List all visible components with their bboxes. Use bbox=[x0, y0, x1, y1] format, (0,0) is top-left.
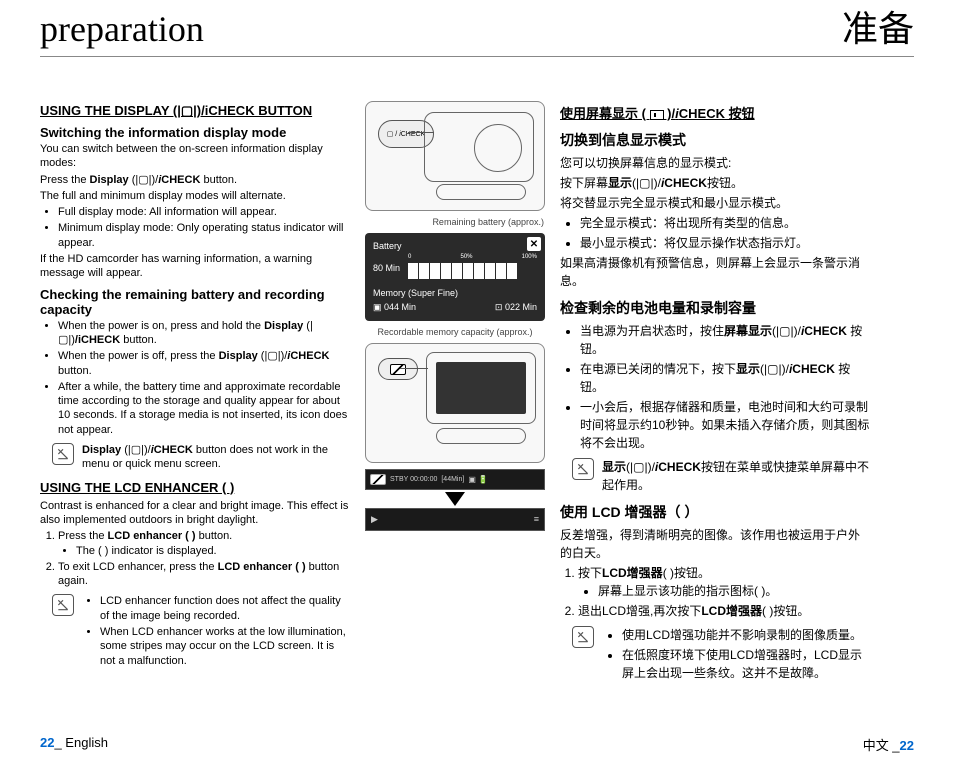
note-box: Display (|▢|)/iCHECK button does not wor… bbox=[52, 443, 350, 472]
body-text: Contrast is enhanced for a clear and bri… bbox=[40, 499, 350, 528]
battery-time: 80 Min bbox=[373, 263, 400, 273]
sub-heading: 切换到信息显示模式 bbox=[560, 130, 870, 150]
list-item: 完全显示模式：将出现所有类型的信息。 bbox=[580, 214, 870, 232]
note-text: 使用LCD增强功能并不影响录制的图像质量。 在低照度环境下使用LCD增强器时，L… bbox=[602, 626, 870, 684]
note-icon bbox=[52, 594, 74, 616]
note-text: Display (|▢|)/iCHECK button does not wor… bbox=[82, 443, 350, 472]
numbered-list: 按下LCD增强器( )按钮。 屏幕上显示该功能的指示图标( )。 退出LCD增强… bbox=[560, 564, 870, 620]
list-item: Press the LCD enhancer ( ) button. The (… bbox=[58, 529, 350, 558]
body-text: You can switch between the on-screen inf… bbox=[40, 142, 350, 171]
section-heading: 使用屏幕显示 ( )/iCHECK 按钮 bbox=[560, 103, 870, 122]
play-icon: ▶ bbox=[371, 514, 378, 525]
body-text: If the HD camcorder has warning informat… bbox=[40, 252, 350, 281]
list-item: 按下LCD增强器( )按钮。 屏幕上显示该功能的指示图标( )。 bbox=[578, 564, 870, 600]
sub-heading: Checking the remaining battery and recor… bbox=[40, 287, 350, 317]
list-item: 屏幕上显示该功能的指示图标( )。 bbox=[598, 582, 870, 600]
list-item: 一小会后，根据存储器和质量，电池时间和大约可录制时间将显示约10秒钟。如果未插入… bbox=[580, 398, 870, 452]
chinese-column: 使用屏幕显示 ( )/iCHECK 按钮 切换到信息显示模式 您可以切换屏幕信息… bbox=[560, 97, 870, 692]
section-heading: USING THE DISPLAY (|▢|)/iCHECK BUTTON bbox=[40, 103, 350, 119]
memory-row: ▣ 044 Min ⊡ 022 Min bbox=[373, 302, 537, 313]
list-item: 最小显示模式：将仅显示操作状态指示灯。 bbox=[580, 234, 870, 252]
list-item: When LCD enhancer works at the low illum… bbox=[100, 625, 350, 668]
bullet-list: 当电源为开启状态时，按住屏幕显示(|▢|)/iCHECK 按钮。 在电源已关闭的… bbox=[560, 322, 870, 452]
numbered-list: Press the LCD enhancer ( ) button. The (… bbox=[40, 529, 350, 588]
stby-nav-bar: ▶ ≡ bbox=[365, 508, 545, 531]
list-item: 在电源已关闭的情况下，按下显示(|▢|)/iCHECK 按钮。 bbox=[580, 360, 870, 396]
list-item: Full display mode: All information will … bbox=[58, 205, 350, 219]
sub-heading: 检查剩余的电池电量和录制容量 bbox=[560, 298, 870, 318]
title-english: preparation bbox=[40, 8, 204, 50]
battery-bar bbox=[408, 263, 537, 279]
list-item: 在低照度环境下使用LCD增强器时，LCD显示屏上会出现一些条纹。这并不是故障。 bbox=[622, 646, 870, 682]
body-text: Press the Display (|▢|)/iCHECK button. bbox=[40, 173, 350, 187]
note-box: LCD enhancer function does not affect th… bbox=[52, 594, 350, 669]
enhancer-button-icon bbox=[378, 358, 418, 380]
note-text: LCD enhancer function does not affect th… bbox=[82, 594, 350, 669]
note-box: 使用LCD增强功能并不影响录制的图像质量。 在低照度环境下使用LCD增强器时，L… bbox=[572, 626, 870, 684]
note-icon bbox=[572, 458, 594, 480]
list-item: LCD enhancer function does not affect th… bbox=[100, 594, 350, 623]
camcorder-diagram-lcd bbox=[365, 343, 545, 463]
page-number-left: 22 bbox=[40, 735, 54, 750]
close-icon: ✕ bbox=[527, 237, 541, 251]
page-number-right: 22 bbox=[900, 738, 914, 753]
section-heading: USING THE LCD ENHANCER ( ) bbox=[40, 480, 350, 495]
caption: Remaining battery (approx.) bbox=[432, 217, 544, 227]
battery-status-panel: ✕ Battery 80 Min 050%100% Memory (Super … bbox=[365, 233, 545, 321]
note-icon bbox=[52, 443, 74, 465]
list-item: 使用LCD增强功能并不影响录制的图像质量。 bbox=[622, 626, 870, 644]
stby-status-bar: STBY 00:00:00 [44Min] ▣ 🔋 bbox=[365, 469, 545, 490]
body-text: 如果高清摄像机有预警信息，则屏幕上会显示一条警示消息。 bbox=[560, 254, 870, 290]
caption: Recordable memory capacity (approx.) bbox=[377, 327, 532, 337]
bullet-list: When the power is on, press and hold the… bbox=[40, 319, 350, 437]
list-item: Minimum display mode: Only operating sta… bbox=[58, 221, 350, 250]
sub-heading: Switching the information display mode bbox=[40, 125, 350, 140]
note-box: 显示(|▢|)/iCHECK按钮在菜单或快捷菜单屏幕中不起作用。 bbox=[572, 458, 870, 494]
list-item: To exit LCD enhancer, press the LCD enha… bbox=[58, 560, 350, 589]
body-text: 反差增强，得到清晰明亮的图像。该作用也被运用于户外的白天。 bbox=[560, 526, 870, 562]
list-item: The ( ) indicator is displayed. bbox=[76, 544, 350, 558]
list-item: When the power is on, press and hold the… bbox=[58, 319, 350, 348]
body-text: 按下屏幕显示(|▢|)/iCHECK按钮。 bbox=[560, 174, 870, 192]
list-item: When the power is off, press the Display… bbox=[58, 349, 350, 378]
body-text: 您可以切换屏幕信息的显示模式: bbox=[560, 154, 870, 172]
camcorder-diagram-top: ▢ / iCHECK bbox=[365, 101, 545, 211]
note-text: 显示(|▢|)/iCHECK按钮在菜单或快捷菜单屏幕中不起作用。 bbox=[602, 458, 870, 494]
page-footer: 22_ English 中文 _22 bbox=[0, 735, 954, 754]
bullet-list: Full display mode: All information will … bbox=[40, 205, 350, 250]
note-icon bbox=[572, 626, 594, 648]
pointer-triangle-icon bbox=[445, 492, 465, 506]
body-text: The full and minimum display modes will … bbox=[40, 189, 350, 203]
page-content: USING THE DISPLAY (|▢|)/iCHECK BUTTON Sw… bbox=[0, 67, 954, 702]
memory-label: Memory (Super Fine) bbox=[373, 288, 537, 298]
diagram-column: ▢ / iCHECK Remaining battery (approx.) ✕… bbox=[360, 97, 550, 692]
menu-icon: ≡ bbox=[534, 514, 539, 525]
battery-header: Battery bbox=[373, 241, 537, 251]
body-text: 将交替显示完全显示模式和最小显示模式。 bbox=[560, 194, 870, 212]
english-column: USING THE DISPLAY (|▢|)/iCHECK BUTTON Sw… bbox=[40, 97, 350, 692]
bullet-list: 完全显示模式：将出现所有类型的信息。 最小显示模式：将仅显示操作状态指示灯。 bbox=[560, 214, 870, 252]
sub-heading: 使用 LCD 增强器（ ） bbox=[560, 502, 870, 522]
list-item: After a while, the battery time and appr… bbox=[58, 380, 350, 437]
title-chinese: 准备 bbox=[842, 0, 914, 52]
list-item: 当电源为开启状态时，按住屏幕显示(|▢|)/iCHECK 按钮。 bbox=[580, 322, 870, 358]
list-item: 退出LCD增强,再次按下LCD增强器( )按钮。 bbox=[578, 602, 870, 620]
title-row: preparation 准备 bbox=[40, 0, 914, 57]
